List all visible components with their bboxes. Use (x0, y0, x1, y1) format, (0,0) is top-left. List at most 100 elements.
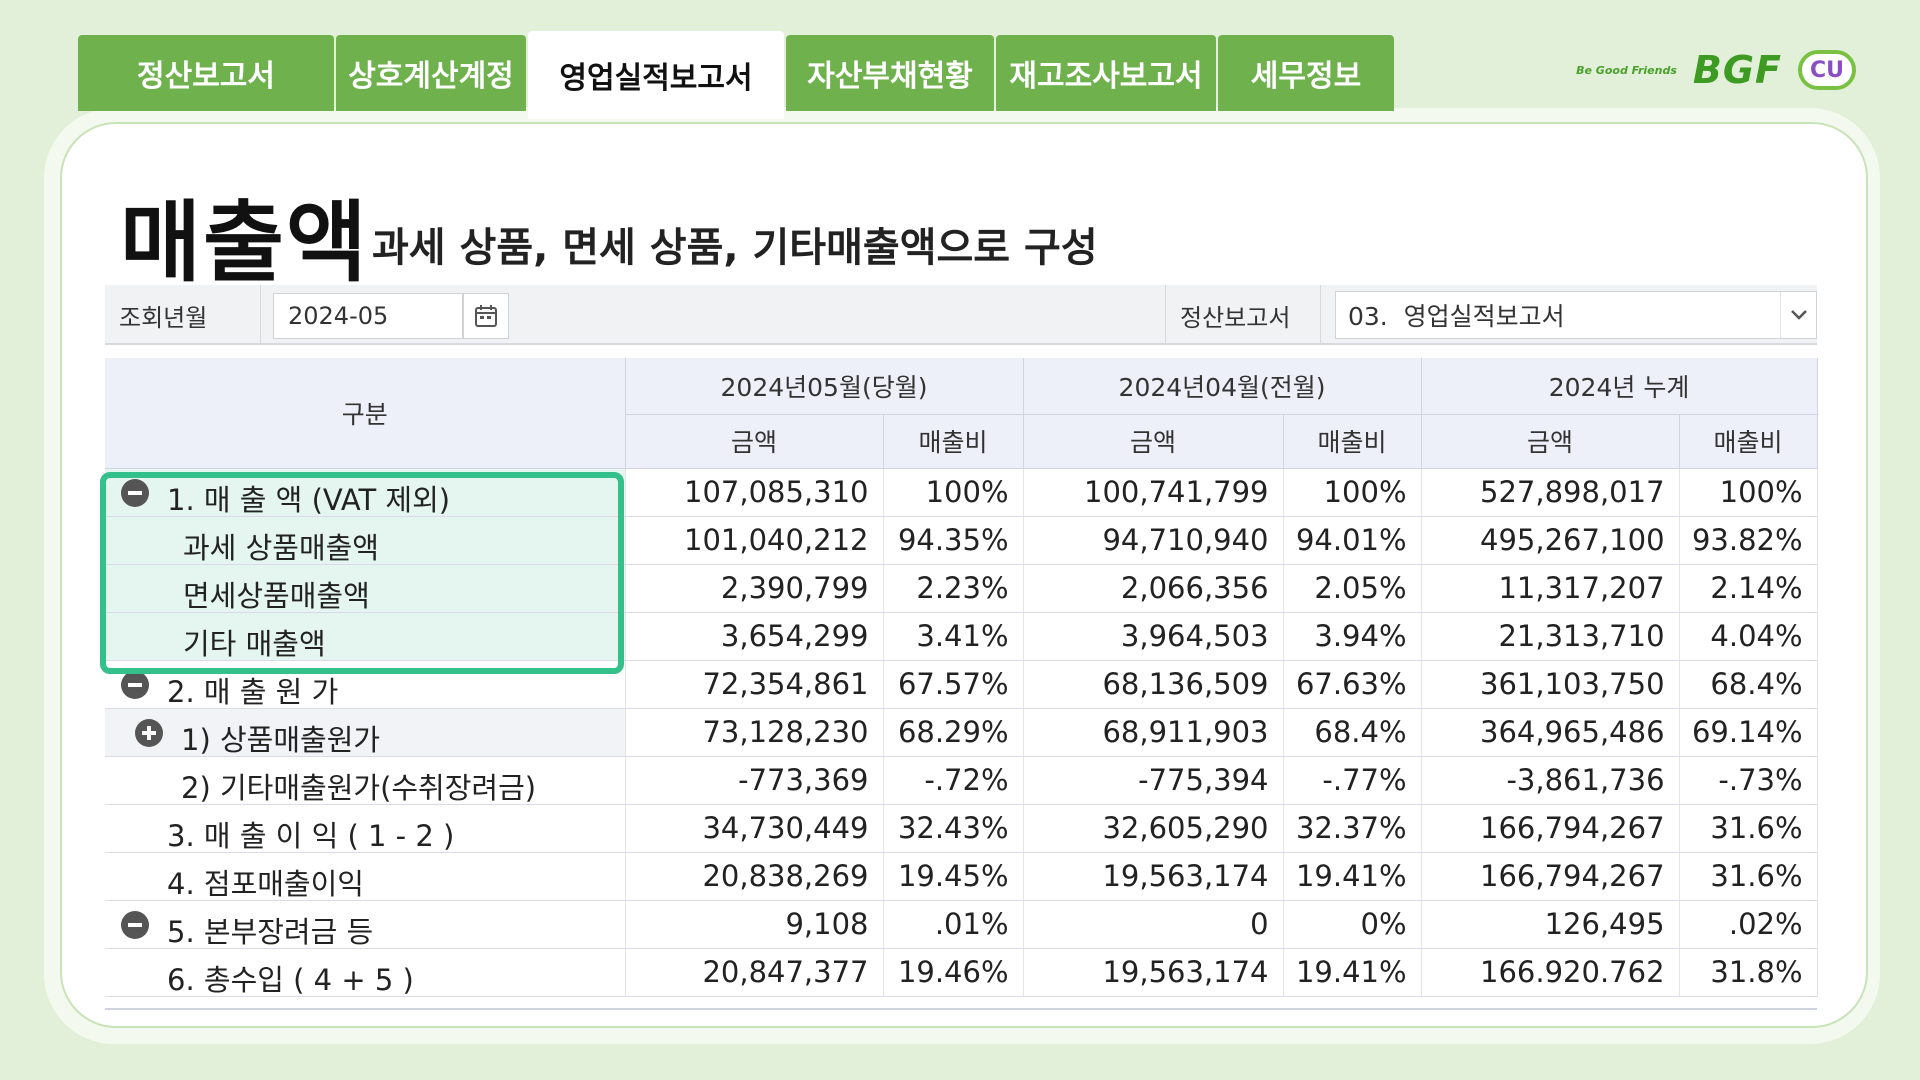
collapse-icon[interactable] (121, 910, 149, 939)
row-label: 과세 상품매출액 (105, 516, 626, 565)
ratio-cell: 2.14% (1679, 564, 1818, 613)
amount-cell: 166,794,267 (1421, 852, 1680, 901)
ratio-cell: .01% (883, 900, 1024, 949)
row-label: 기타 매출액 (105, 612, 626, 661)
ratio-cell: 32.43% (883, 804, 1024, 853)
group-header-current: 2024년05월(당월) (625, 358, 1024, 415)
cu-logo: CU (1798, 50, 1856, 90)
tab-sales-performance[interactable]: 영업실적보고서 (528, 31, 784, 119)
table-row[interactable]: 5. 본부장려금 등 9,108.01% 0 0% 126,495.02% (105, 900, 1818, 949)
tab-settlement-report[interactable]: 정산보고서 (78, 35, 334, 111)
amount-cell: 20,838,269 (625, 852, 884, 901)
tab-assets-liabilities[interactable]: 자산부채현황 (786, 35, 994, 111)
ratio-cell: 31.6% (1679, 804, 1818, 853)
amount-cell: 72,354,861 (625, 660, 884, 709)
ratio-cell: .02% (1679, 900, 1818, 949)
col-header-ratio: 매출비 (1283, 414, 1422, 469)
row-label: 2) 기타매출원가(수취장려금) (105, 756, 626, 805)
tab-tax-info[interactable]: 세무정보 (1218, 35, 1394, 111)
ratio-cell: 93.82% (1679, 516, 1818, 565)
divider (1320, 285, 1321, 345)
amount-cell: -3,861,736 (1421, 756, 1680, 805)
report-select-value: 03. 영업실적보고서 (1348, 302, 1565, 331)
row-label-text: 5. 본부장려금 등 (167, 914, 374, 949)
ratio-cell: 2.23% (883, 564, 1024, 613)
divider (260, 285, 261, 345)
amount-cell: 73,128,230 (625, 708, 884, 757)
row-label: 3. 매 출 이 익 ( 1 - 2 ) (105, 804, 626, 853)
group-header-previous: 2024년04월(전월) (1023, 358, 1422, 415)
row-label-text: 4. 점포매출이익 (167, 866, 364, 901)
ratio-cell: 0% (1283, 900, 1422, 949)
table-row[interactable]: 2. 매 출 원 가 72,354,861 67.57% 68,136,509 67.6… (105, 660, 1818, 709)
col-header-ratio: 매출비 (883, 414, 1024, 469)
col-header-amount: 금액 (1023, 414, 1284, 469)
ratio-cell: -.77% (1283, 756, 1422, 805)
table-row[interactable]: 3. 매 출 이 익 ( 1 - 2 ) 34,730,449 32.43% 32,6… (105, 804, 1818, 853)
ratio-cell: 94.01% (1283, 516, 1422, 565)
row-label-text: 1) 상품매출원가 (181, 722, 381, 757)
amount-cell: 527,898,017 (1421, 468, 1680, 517)
amount-cell: 19,563,174 (1023, 948, 1284, 997)
report-select[interactable]: 03. 영업실적보고서 (1335, 291, 1817, 339)
group-header-cumulative: 2024년 누계 (1421, 358, 1818, 415)
table-row[interactable]: 2) 기타매출원가(수취장려금) -773,369 -.72% -775,394 -.7… (105, 756, 1818, 805)
amount-cell: 101,040,212 (625, 516, 884, 565)
bgf-tagline: Be Good Friends (1576, 63, 1677, 77)
ratio-cell: 19.45% (883, 852, 1024, 901)
amount-cell: 364,965,486 (1421, 708, 1680, 757)
ratio-cell: 100% (883, 468, 1024, 517)
ratio-cell: 100% (1283, 468, 1422, 517)
row-label: 5. 본부장려금 등 (105, 900, 626, 949)
amount-cell: 20,847,377 (625, 948, 884, 997)
row-label-text: 2. 매 출 원 가 (167, 674, 339, 709)
filter-bar: 조회년월 2024-05 정산보고서 03. 영업실적보고서 (105, 285, 1817, 345)
ratio-cell: 19.41% (1283, 948, 1422, 997)
ratio-cell: 4.04% (1679, 612, 1818, 661)
row-label-text: 기타 매출액 (183, 626, 326, 661)
ratio-cell: 19.46% (883, 948, 1024, 997)
amount-cell: 34,730,449 (625, 804, 884, 853)
row-label-text: 3. 매 출 이 익 ( 1 - 2 ) (167, 818, 455, 853)
amount-cell: 3,654,299 (625, 612, 884, 661)
amount-cell: -775,394 (1023, 756, 1284, 805)
ratio-cell: 69.14% (1679, 708, 1818, 757)
ratio-cell: 67.57% (883, 660, 1024, 709)
tab-mutual-account[interactable]: 상호계산계정 (336, 35, 526, 111)
ratio-cell: 68.29% (883, 708, 1024, 757)
amount-cell: 32,605,290 (1023, 804, 1284, 853)
table-row[interactable]: 6. 총수입 ( 4 + 5 ) 20,847,377 19.46% 19,563,1… (105, 948, 1818, 997)
amount-cell: 2,066,356 (1023, 564, 1284, 613)
ratio-cell: 3.41% (883, 612, 1024, 661)
collapse-icon[interactable] (121, 670, 149, 699)
amount-cell: 495,267,100 (1421, 516, 1680, 565)
expand-icon[interactable] (135, 718, 163, 747)
amount-cell: 100,741,799 (1023, 468, 1284, 517)
ratio-cell: -.73% (1679, 756, 1818, 805)
ratio-cell: -.72% (883, 756, 1024, 805)
calendar-icon[interactable] (463, 293, 509, 339)
row-label: 면세상품매출액 (105, 564, 626, 613)
collapse-icon[interactable] (121, 478, 149, 507)
amount-cell: 94,710,940 (1023, 516, 1284, 565)
month-input[interactable]: 2024-05 (273, 293, 463, 339)
amount-cell: 126,495 (1421, 900, 1680, 949)
row-label: 6. 총수입 ( 4 + 5 ) (105, 948, 626, 997)
table-row[interactable]: 4. 점포매출이익 20,838,269 19.45% 19,563,174 19.41… (105, 852, 1818, 901)
col-header-amount: 금액 (625, 414, 884, 469)
table-row[interactable]: 1. 매 출 액 (VAT 제외) 107,085,310 100% 100,741,… (105, 468, 1818, 517)
tab-inventory-report[interactable]: 재고조사보고서 (996, 35, 1216, 111)
table-row[interactable]: 기타 매출액 3,654,299 3.41% 3,964,503 3.94% 21,313… (105, 612, 1818, 661)
chevron-down-icon[interactable] (1780, 292, 1816, 338)
ratio-cell: 68.4% (1679, 660, 1818, 709)
col-header-amount: 금액 (1421, 414, 1680, 469)
table-row[interactable]: 면세상품매출액 2,390,799 2.23% 2,066,356 2.05% 11,31… (105, 564, 1818, 613)
ratio-cell: 32.37% (1283, 804, 1422, 853)
table-row[interactable]: 과세 상품매출액 101,040,212 94.35% 94,710,940 94.01… (105, 516, 1818, 565)
page-title: 매출액 (120, 191, 369, 294)
amount-cell: 68,911,903 (1023, 708, 1284, 757)
month-label: 조회년월 (119, 303, 208, 332)
table-row[interactable]: 1) 상품매출원가 73,128,230 68.29% 68,911,903 68.4%… (105, 708, 1818, 757)
row-label: 4. 점포매출이익 (105, 852, 626, 901)
